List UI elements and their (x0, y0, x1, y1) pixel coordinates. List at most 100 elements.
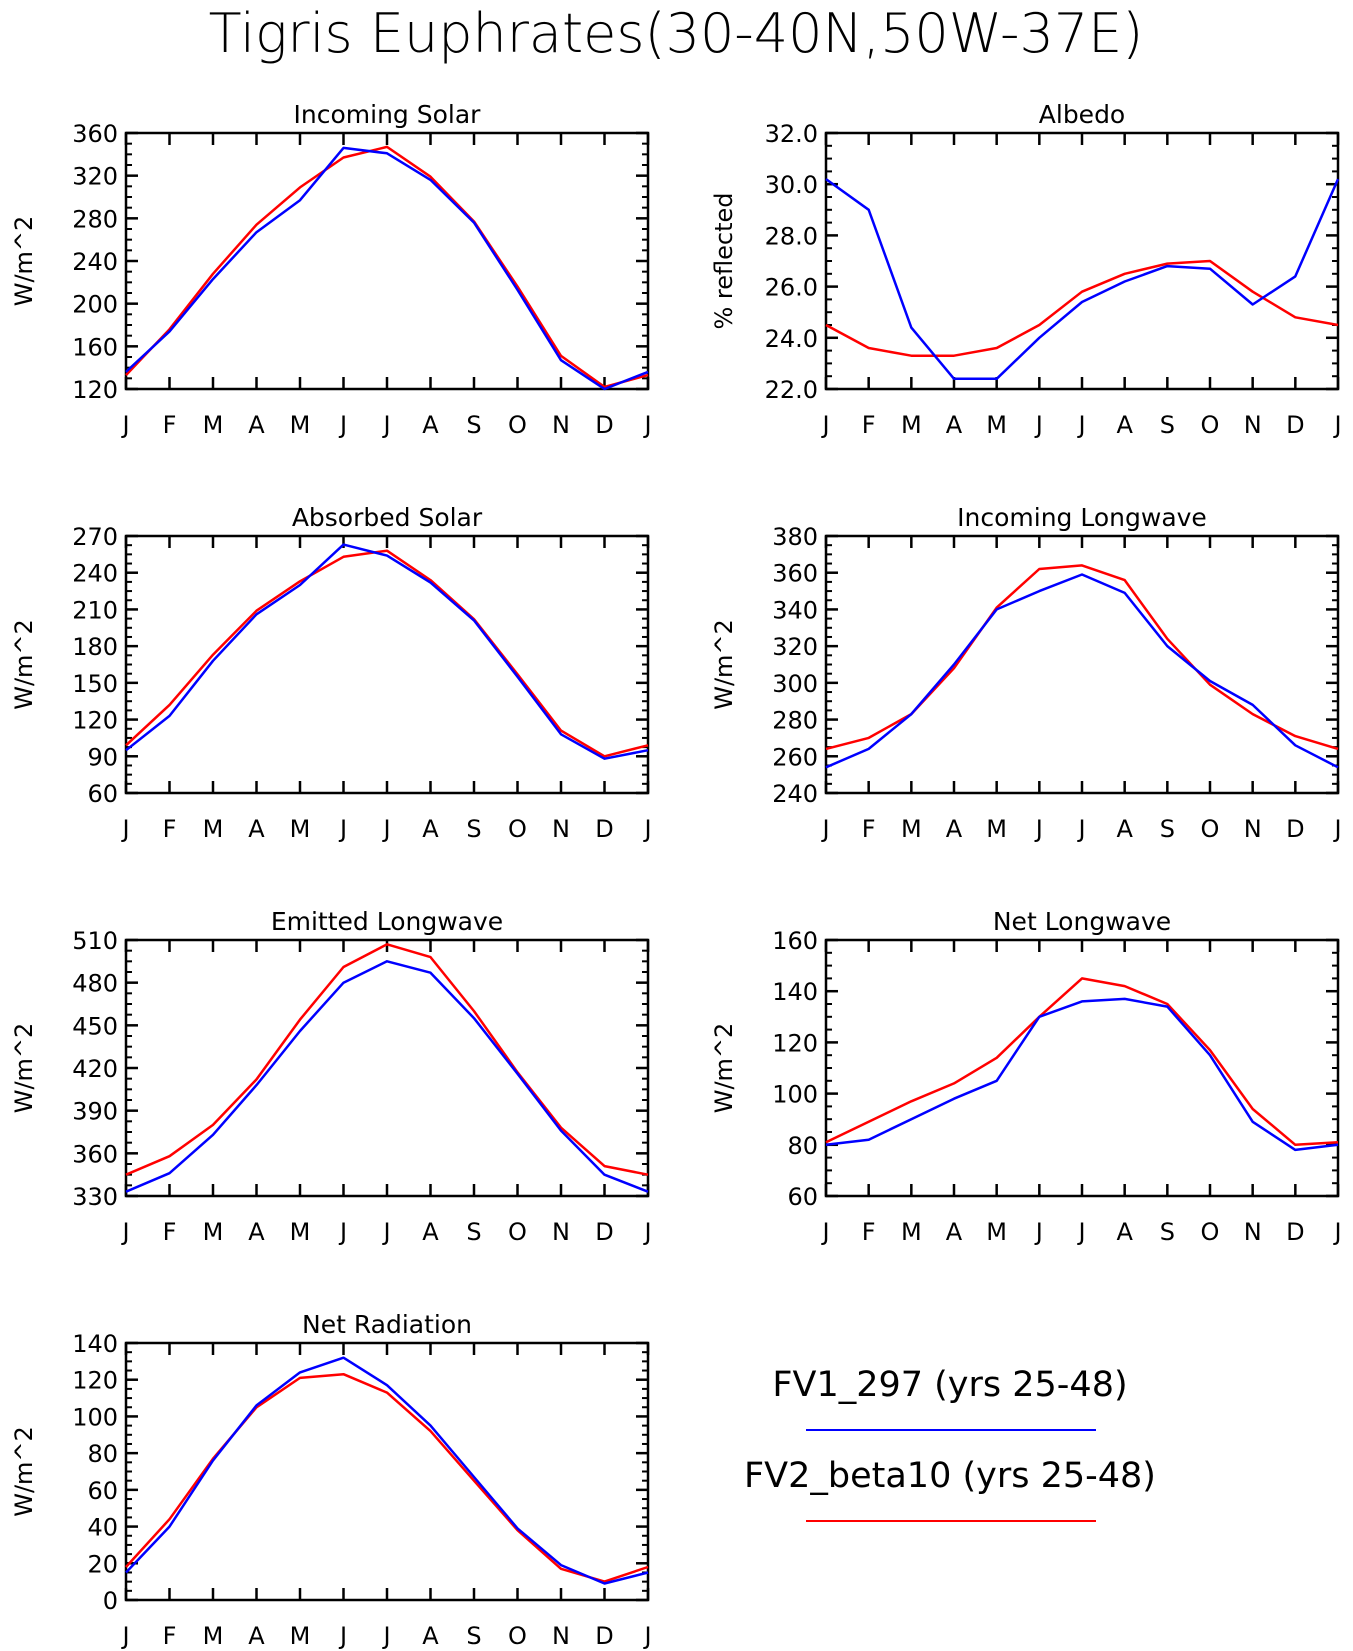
x-tick-label: D (1286, 1218, 1304, 1246)
y-tick-label: 510 (72, 927, 118, 955)
x-tick-label: S (1160, 411, 1175, 439)
x-tick-label: J (1034, 411, 1043, 439)
x-tick-label: A (248, 1622, 265, 1650)
y-tick-label: 360 (72, 120, 118, 148)
series-line-fv2-beta10 (125, 145, 649, 389)
x-tick-label: N (552, 815, 570, 843)
y-tick-label: 140 (72, 1330, 118, 1358)
x-tick-label: J (642, 411, 651, 439)
x-tick-label: J (338, 1218, 347, 1246)
y-tick-label: 450 (72, 1012, 118, 1040)
series-line-fv1-297 (825, 997, 1339, 1152)
y-axis-label: W/m^2 (10, 1023, 38, 1114)
panel-title: Albedo (1039, 100, 1125, 129)
x-tick-label: J (1076, 1218, 1085, 1246)
y-tick-label: 22.0 (765, 376, 818, 404)
y-tick-label: 240 (72, 560, 118, 588)
x-tick-label: M (986, 815, 1007, 843)
y-tick-label: 24.0 (765, 325, 818, 353)
y-tick-label: 140 (772, 978, 818, 1006)
x-tick-label: O (508, 1218, 527, 1246)
x-tick-label: S (1160, 815, 1175, 843)
x-tick-label: A (946, 815, 963, 843)
series-line-fv2-beta10 (825, 259, 1339, 357)
x-tick-label: F (862, 411, 876, 439)
y-tick-label: 120 (772, 1029, 818, 1057)
x-tick-label: A (422, 815, 439, 843)
y-tick-label: 120 (72, 376, 118, 404)
y-tick-label: 100 (772, 1081, 818, 1109)
y-tick-label: 270 (72, 523, 118, 551)
x-tick-label: N (552, 1622, 570, 1650)
y-tick-label: 300 (772, 670, 818, 698)
y-tick-label: 330 (72, 1183, 118, 1211)
plot-frame (824, 131, 1340, 391)
y-tick-label: 80 (87, 1440, 118, 1468)
x-tick-label: J (642, 1622, 651, 1650)
y-axis-label: W/m^2 (710, 619, 738, 710)
x-tick-label: S (466, 815, 481, 843)
panel-title: Emitted Longwave (271, 907, 503, 936)
x-tick-label: F (163, 1622, 177, 1650)
x-tick-label: J (1332, 1218, 1341, 1246)
x-tick-label: D (1286, 815, 1304, 843)
x-tick-label: N (1244, 815, 1262, 843)
y-axis-label: W/m^2 (710, 1023, 738, 1114)
x-tick-label: A (422, 1622, 439, 1650)
y-tick-label: 120 (72, 1367, 118, 1395)
series-line-fv1-297 (125, 1356, 649, 1585)
y-tick-label: 240 (72, 248, 118, 276)
x-tick-label: J (642, 1218, 651, 1246)
y-tick-label: 120 (72, 707, 118, 735)
x-tick-label: F (163, 1218, 177, 1246)
x-tick-label: M (290, 411, 311, 439)
y-axis-label: W/m^2 (10, 619, 38, 710)
x-tick-label: A (946, 411, 963, 439)
x-tick-label: A (1116, 815, 1133, 843)
x-tick-label: J (1332, 411, 1341, 439)
y-tick-label: 28.0 (765, 222, 818, 250)
y-tick-label: 160 (772, 927, 818, 955)
y-tick-label: 100 (72, 1403, 118, 1431)
x-tick-label: J (338, 815, 347, 843)
y-tick-label: 30.0 (765, 171, 818, 199)
x-tick-label: M (901, 1218, 922, 1246)
x-tick-label: F (163, 411, 177, 439)
x-tick-label: A (422, 411, 439, 439)
x-tick-label: M (290, 1218, 311, 1246)
legend-label-2: FV2_beta10 (yrs 25-48) (744, 1456, 1156, 1496)
x-tick-label: D (595, 1218, 613, 1246)
x-tick-label: N (1244, 1218, 1262, 1246)
y-tick-label: 420 (72, 1055, 118, 1083)
panel-title: Net Radiation (302, 1310, 472, 1339)
x-tick-label: J (120, 1218, 129, 1246)
x-tick-label: F (163, 815, 177, 843)
panel-title: Net Longwave (993, 907, 1171, 936)
x-tick-label: J (338, 411, 347, 439)
y-tick-label: 360 (72, 1140, 118, 1168)
x-tick-label: N (552, 411, 570, 439)
series-line-fv1-297 (125, 146, 649, 391)
panel-title: Absorbed Solar (292, 503, 483, 532)
y-tick-label: 260 (772, 743, 818, 771)
y-tick-label: 320 (772, 633, 818, 661)
x-tick-label: A (248, 411, 265, 439)
y-tick-label: 280 (772, 707, 818, 735)
x-tick-label: A (1116, 411, 1133, 439)
panel-title: Incoming Longwave (957, 503, 1207, 532)
y-tick-label: 240 (772, 780, 818, 808)
y-tick-label: 480 (72, 970, 118, 998)
x-tick-label: O (1201, 1218, 1220, 1246)
series-line-fv2-beta10 (125, 549, 649, 758)
x-tick-label: M (203, 815, 224, 843)
x-tick-label: J (381, 815, 390, 843)
series-line-fv2-beta10 (125, 1372, 649, 1583)
y-tick-label: 60 (787, 1183, 818, 1211)
x-tick-label: M (203, 1622, 224, 1650)
